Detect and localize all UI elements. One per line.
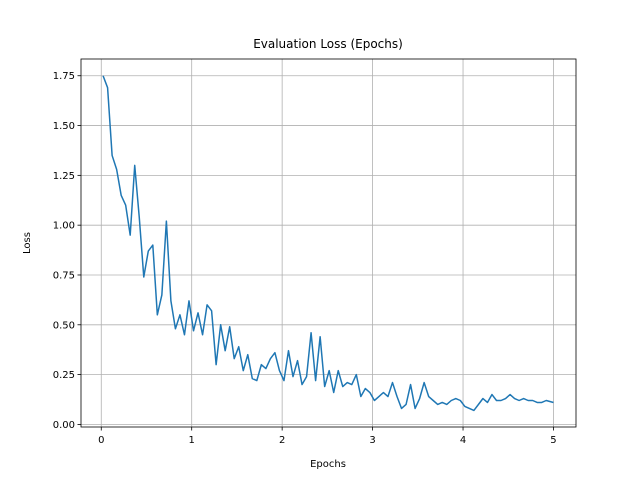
- y-tick-label: 0.50: [53, 320, 75, 331]
- y-tick-label: 0.00: [53, 420, 75, 431]
- y-tick-label: 0.75: [53, 270, 75, 281]
- x-tick-label: 5: [550, 435, 556, 446]
- x-tick-label: 3: [369, 435, 375, 446]
- x-axis-label: Epochs: [310, 459, 346, 470]
- data-line: [102, 75, 554, 412]
- y-tick-label: 1.50: [53, 121, 75, 132]
- y-tick-label: 1.75: [53, 71, 75, 82]
- x-tick-label: 0: [98, 435, 104, 446]
- y-tick-label: 1.25: [53, 171, 75, 182]
- chart-title: Evaluation Loss (Epochs): [253, 37, 403, 51]
- plot-frame: [80, 58, 577, 428]
- y-tick-label: 0.25: [53, 370, 75, 381]
- y-tick-label: 1.00: [53, 221, 75, 232]
- y-axis-label: Loss: [22, 232, 33, 254]
- x-tick-label: 2: [279, 435, 285, 446]
- x-tick-label: 1: [189, 435, 195, 446]
- x-tick-label: 4: [460, 435, 466, 446]
